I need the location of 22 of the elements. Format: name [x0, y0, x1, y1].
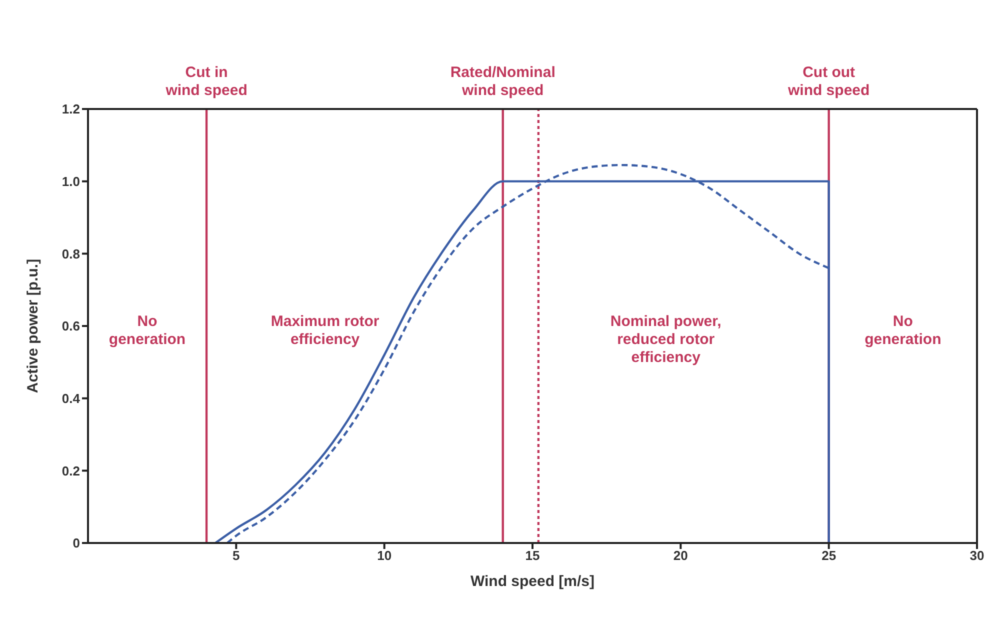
y-tick-label: 0.2 [62, 463, 80, 478]
ref-line-label: Cut out wind speed [786, 64, 870, 99]
y-axis-title: Active power [p.u.] [24, 258, 42, 394]
annotation: No generation [108, 313, 186, 348]
annotation: No generation [864, 313, 942, 348]
ref-line-label: Cut in wind speed [164, 64, 248, 99]
y-tick-label: 0.4 [62, 390, 81, 406]
x-axis-title: Wind speed [m/s] [470, 573, 595, 590]
y-tick-label: 1.0 [62, 174, 80, 189]
annotation: Maximum rotor efficiency [270, 313, 380, 348]
x-tick-label: 15 [525, 548, 540, 564]
annotation: Nominal power, reduced rotor efficiency [610, 313, 722, 366]
y-tick-label: 0.6 [62, 318, 80, 334]
x-tick-label: 20 [673, 548, 688, 564]
x-tick-label: 25 [822, 548, 836, 564]
y-tick-label: 1.2 [62, 102, 80, 117]
x-tick-label: 30 [970, 548, 984, 564]
x-tick-label: 10 [377, 548, 392, 564]
y-tick-label: 0 [72, 536, 80, 551]
x-tick-label: 5 [232, 548, 240, 564]
ref-line-label: Rated/Nominal wind speed [450, 64, 556, 99]
y-tick-label: 0.8 [62, 246, 80, 262]
